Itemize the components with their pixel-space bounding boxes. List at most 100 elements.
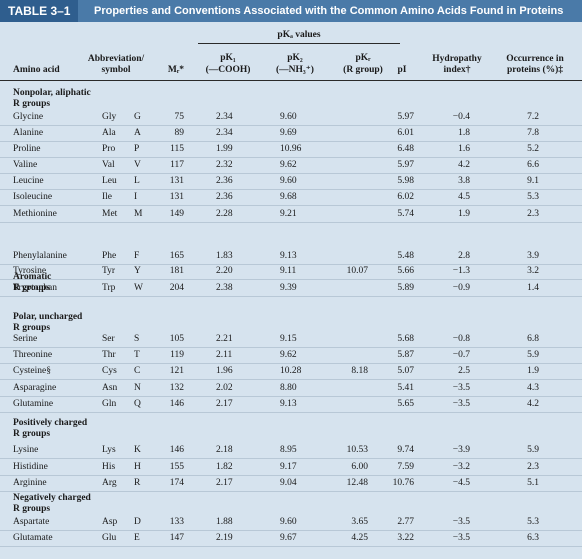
- occurrence-value: 5.3: [527, 517, 539, 527]
- row-separator: [0, 125, 582, 126]
- pkr-value: 3.65: [351, 517, 368, 527]
- pk1-value: 2.17: [216, 399, 233, 409]
- amino-acid-name: Asparagine: [13, 383, 57, 393]
- hydropathy-value: −0.7: [452, 350, 470, 360]
- pi-value: 5.98: [397, 176, 414, 186]
- occurrence-value: 6.8: [527, 334, 539, 344]
- group-label: Negatively charged: [13, 493, 91, 503]
- hydropathy-value: 4.5: [458, 192, 470, 202]
- symbol: N: [134, 383, 141, 393]
- occurrence-value: 4.3: [527, 383, 539, 393]
- mr-value: 119: [170, 350, 184, 360]
- pk1-value: 2.38: [216, 283, 233, 293]
- abbreviation: Met: [102, 209, 118, 219]
- abbreviation: Asn: [102, 383, 118, 393]
- row-separator: [0, 347, 582, 348]
- abbreviation: Glu: [102, 533, 117, 543]
- amino-acid-name: Phenylalanine: [13, 251, 67, 261]
- table-title: Properties and Conventions Associated wi…: [94, 5, 564, 17]
- row-separator: [0, 173, 582, 174]
- pk1-value: 2.19: [216, 533, 233, 543]
- hydropathy-value: −3.2: [452, 462, 470, 472]
- mr-value: 147: [169, 533, 184, 543]
- pkr-value: 4.25: [351, 533, 368, 543]
- amino-acid-name: Alanine: [13, 128, 44, 138]
- pk2-value: 9.13: [280, 399, 297, 409]
- pk1-value: 2.02: [216, 383, 233, 393]
- hydropathy-value: −3.5: [452, 517, 470, 527]
- symbol: F: [134, 251, 140, 261]
- header-pkr-line2: (R group): [343, 65, 383, 75]
- header-hydropathy-line1: Hydropathy: [432, 54, 482, 64]
- symbol: L: [134, 176, 140, 186]
- row-separator: [0, 379, 582, 380]
- mr-value: 181: [169, 266, 184, 276]
- amino-acid-name: Methionine: [13, 209, 57, 219]
- pk1-value: 2.21: [216, 334, 233, 344]
- row-separator: [0, 363, 582, 364]
- occurrence-value: 1.4: [527, 283, 539, 293]
- abbreviation: Arg: [102, 478, 117, 488]
- hydropathy-value: −3.5: [452, 399, 470, 409]
- group-label: Nonpolar, aliphatic: [13, 88, 91, 98]
- title-bar: [0, 0, 582, 22]
- amino-acid-name: Leucine: [13, 176, 44, 186]
- group-label: Positively charged: [13, 418, 88, 428]
- amino-acid-name: Histidine: [13, 462, 48, 472]
- symbol: Q: [134, 399, 141, 409]
- pk2-value: 8.95: [280, 445, 297, 455]
- abbreviation: Pro: [102, 144, 116, 154]
- amino-acid-name: Serine: [13, 334, 38, 344]
- symbol: M: [134, 209, 143, 219]
- group-label-r-groups: R groups: [13, 323, 51, 333]
- row-separator: [0, 412, 582, 413]
- row-separator: [0, 530, 582, 531]
- occurrence-value: 7.8: [527, 128, 539, 138]
- mr-value: 146: [169, 399, 184, 409]
- row-separator: [0, 296, 582, 297]
- pi-value: 6.48: [397, 144, 414, 154]
- pi-value: 5.65: [397, 399, 414, 409]
- group-label-r-groups: R groups: [13, 99, 51, 109]
- mr-value: 133: [169, 517, 184, 527]
- symbol: K: [134, 445, 141, 455]
- mr-value: 75: [174, 112, 185, 122]
- hydropathy-value: 2.5: [458, 366, 470, 376]
- amino-acid-name: Tyrosine: [13, 266, 47, 276]
- row-separator: [0, 222, 582, 223]
- pi-value: 5.66: [397, 266, 414, 276]
- pk2-value: 9.39: [280, 283, 297, 293]
- hydropathy-value: 2.8: [458, 251, 470, 261]
- pk1-value: 1.82: [216, 462, 233, 472]
- pk1-value: 1.88: [216, 517, 233, 527]
- hydropathy-value: −3.5: [452, 383, 470, 393]
- header-abbreviation-line1: Abbreviation/: [87, 54, 145, 64]
- pi-value: 3.22: [397, 533, 414, 543]
- symbol: I: [134, 192, 138, 202]
- pk1-value: 2.20: [216, 266, 233, 276]
- occurrence-value: 5.2: [527, 144, 539, 154]
- abbreviation: Gly: [102, 112, 117, 122]
- pi-value: 7.59: [397, 462, 414, 472]
- pk1-value: 2.32: [216, 160, 233, 170]
- mr-value: 149: [169, 209, 184, 219]
- occurrence-value: 1.9: [527, 366, 539, 376]
- abbreviation: Phe: [102, 251, 117, 261]
- occurrence-value: 4.2: [527, 399, 539, 409]
- header-pka-values: pKₐ values: [277, 30, 321, 40]
- hydropathy-value: −3.9: [452, 445, 470, 455]
- header-pk1-line2: (—COOH): [205, 65, 251, 75]
- header-pi: pI: [397, 65, 407, 75]
- hydropathy-value: −0.8: [452, 334, 470, 344]
- group-label-r-groups: R groups: [13, 504, 51, 514]
- header-rule: [0, 80, 582, 81]
- header-hydropathy-line2: index†: [443, 65, 471, 75]
- symbol: H: [134, 462, 141, 472]
- hydropathy-value: −0.9: [452, 283, 470, 293]
- abbreviation: Leu: [102, 176, 117, 186]
- row-separator: [0, 279, 582, 280]
- pk2-value: 9.62: [280, 160, 297, 170]
- header-occurrence-line2: proteins (%)‡: [506, 65, 564, 75]
- amino-acid-name: Proline: [13, 144, 41, 154]
- pk2-value: 9.60: [280, 517, 297, 527]
